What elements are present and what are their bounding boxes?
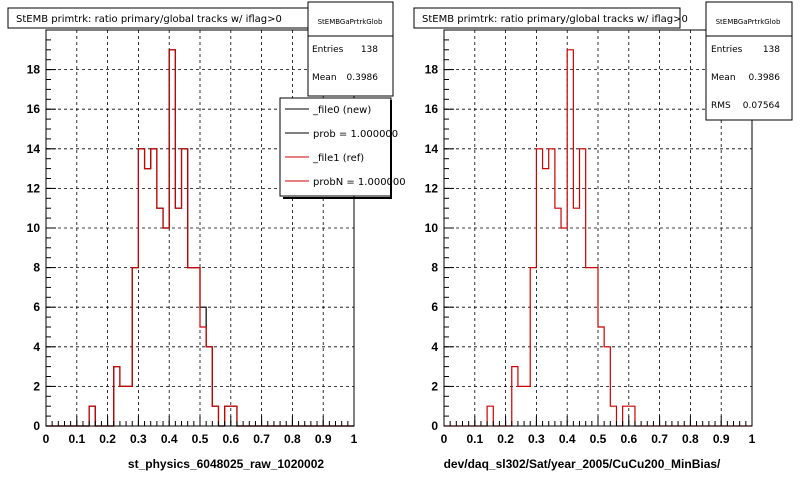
right-stats-mean: 0.3986 (749, 73, 781, 83)
left-stats-mean: 0.3986 (347, 73, 379, 83)
right-x-tick-label: 0.6 (620, 432, 637, 446)
left-y-tick-label: 12 (27, 181, 41, 195)
left-x-tick-label: 0.7 (253, 432, 270, 446)
left-y-tick-label: 2 (33, 379, 40, 393)
legend-label-0: _file0 (new) (312, 105, 371, 116)
left-y-tick-label: 8 (33, 261, 40, 275)
left-legend: _file0 (new) prob = 1.000000 _file1 (ref… (279, 97, 406, 199)
left-x-tick-label: 0.8 (284, 432, 301, 446)
right-grid (444, 30, 752, 426)
left-x-tick-label: 0.6 (222, 432, 239, 446)
right-x-axis-label: dev/daq_sl302/Sat/year_2005/CuCu200_MinB… (444, 457, 721, 471)
left-title: StEMB primtrk: ratio primary/global trac… (16, 14, 282, 25)
left-stats-entries-label: Entries (312, 45, 344, 55)
right-title: StEMB primtrk: ratio primary/global trac… (422, 14, 688, 25)
left-y-tick-label: 4 (33, 340, 40, 354)
right-stats-name: StEMBGaPrtrkGlob (716, 18, 781, 26)
left-x-tick-label: 0.3 (130, 432, 147, 446)
left-x-tick-label: 0.1 (68, 432, 85, 446)
right-x-tick-label: 0.7 (651, 432, 668, 446)
right-x-tick-label: 0.3 (528, 432, 545, 446)
right-stats-box: StEMBGaPrtrkGlob Entries 138 Mean 0.3986… (705, 1, 793, 121)
left-y-tick-label: 0 (33, 419, 40, 433)
left-stats-name: StEMBGaPrtrkGlob (318, 18, 383, 26)
left-y-tick-label: 14 (27, 142, 41, 156)
right-y-tick-label: 14 (425, 142, 439, 156)
legend-label-3: probN = 1.000000 (313, 177, 406, 188)
right-axes: 0 0.1 0.2 0.3 0.4 0.5 0.6 0.7 0.8 0.9 102468101214… (425, 39, 756, 446)
legend-label-1: prob = 1.000000 (313, 129, 398, 140)
right-x-tick-label: 0.2 (497, 432, 514, 446)
left-stats-entries: 138 (361, 45, 378, 55)
left-x-tick-label: 0.4 (161, 432, 178, 446)
left-x-axis-label: st_physics_6048025_raw_1020002 (128, 457, 324, 471)
right-y-tick-label: 10 (425, 221, 439, 235)
right-y-tick-label: 6 (431, 300, 438, 314)
left-x-tick-label: 0.2 (99, 432, 116, 446)
right-y-tick-label: 0 (431, 419, 438, 433)
right-x-tick-label: 0.5 (590, 432, 607, 446)
left-y-tick-label: 6 (33, 300, 40, 314)
right-x-tick-label: 1 (749, 432, 756, 446)
right-stats-entries: 138 (763, 45, 780, 55)
left-axes: 0 0.1 0.2 0.3 0.4 0.5 0.6 0.7 0.8 0.9 102468101214… (27, 39, 358, 446)
right-stats-mean-label: Mean (711, 73, 736, 83)
left-x-tick-label: 0.5 (192, 432, 209, 446)
right-y-tick-label: 18 (425, 63, 439, 77)
right-y-tick-label: 4 (431, 340, 438, 354)
right-y-tick-label: 8 (431, 261, 438, 275)
right-y-tick-label: 16 (425, 102, 439, 116)
left-stats-box: StEMBGaPrtrkGlob Entries 138 Mean 0.3986 (307, 1, 394, 97)
left-panel: StEMB primtrk: ratio primary/global trac… (7, 1, 406, 471)
left-y-tick-label: 16 (27, 102, 41, 116)
left-x-tick-label: 0.9 (315, 432, 332, 446)
right-stats-entries-label: Entries (711, 45, 743, 55)
left-y-tick-label: 10 (27, 221, 41, 235)
right-title-box (413, 7, 681, 29)
right-x-tick-label: 0.1 (466, 432, 483, 446)
right-y-tick-label: 12 (425, 181, 439, 195)
left-x-tick-label: 0 (43, 432, 50, 446)
right-x-tick-label: 0 (441, 432, 448, 446)
right-stats-rms-label: RMS (711, 101, 731, 111)
right-x-tick-label: 0.8 (682, 432, 699, 446)
right-x-tick-label: 0.4 (559, 432, 576, 446)
right-y-tick-label: 2 (431, 379, 438, 393)
right-panel: StEMB primtrk: ratio primary/global trac… (413, 1, 793, 471)
right-x-tick-label: 0.9 (713, 432, 730, 446)
left-x-tick-label: 1 (351, 432, 358, 446)
right-stats-rms: 0.07564 (743, 101, 780, 111)
left-y-tick-label: 18 (27, 63, 41, 77)
left-stats-mean-label: Mean (312, 73, 337, 83)
legend-label-2: _file1 (ref) (312, 153, 364, 164)
